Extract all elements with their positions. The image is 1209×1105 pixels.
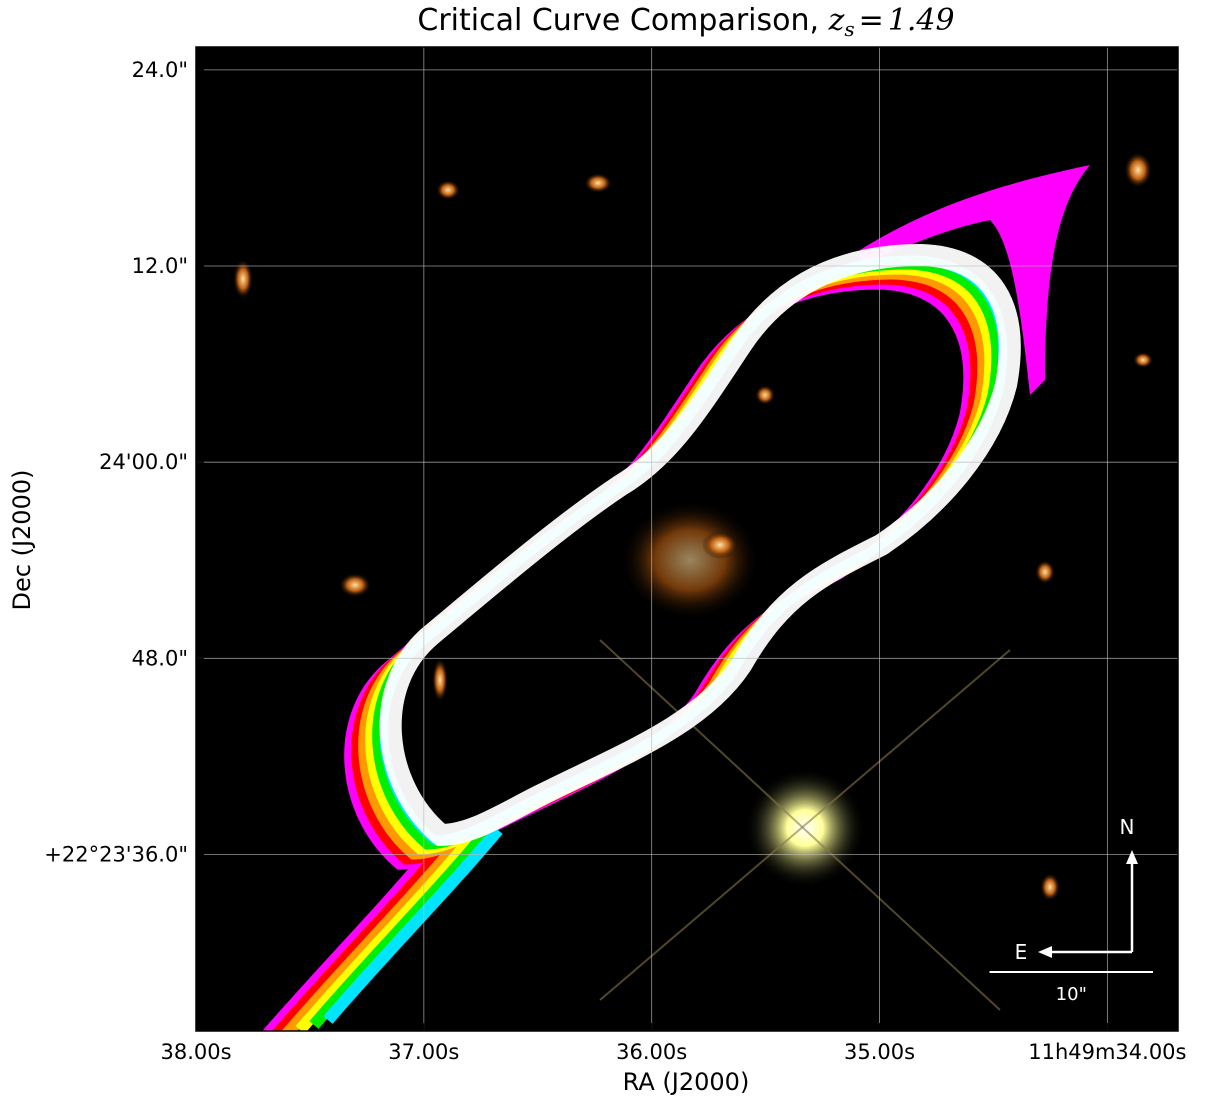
x-tick-label: 38.00s xyxy=(160,1040,231,1064)
x-tick-label: 11h49m34.00s xyxy=(1028,1040,1186,1064)
y-tick-label: 12.0" xyxy=(132,254,188,278)
y-axis-label: Dec (J2000) xyxy=(8,470,36,611)
redshift-relation: = xyxy=(859,3,884,38)
chart-title: Critical Curve Comparison, zs=1.49 xyxy=(417,3,954,41)
compass-east: E xyxy=(1015,940,1028,964)
y-tick-label: 24'00.0" xyxy=(99,450,188,474)
compass-north: N xyxy=(1120,815,1135,839)
x-tick-label: 36.00s xyxy=(616,1040,687,1064)
chart: Critical Curve Comparison, zs=1.49 RA (J… xyxy=(0,0,1209,1101)
y-tick-label: +22°23'36.0" xyxy=(44,842,188,866)
y-tick-label: 24.0" xyxy=(132,58,188,82)
redshift-symbol: z xyxy=(828,3,845,38)
x-axis-label: RA (J2000) xyxy=(623,1068,750,1096)
redshift-subscript: s xyxy=(844,17,854,41)
scale-bar-label: 10" xyxy=(1056,984,1087,1005)
y-tick-label: 48.0" xyxy=(132,646,188,670)
title-text: Critical Curve Comparison, xyxy=(417,3,819,38)
x-tick-label: 35.00s xyxy=(844,1040,915,1064)
x-tick-label: 37.00s xyxy=(388,1040,459,1064)
redshift-value: 1.49 xyxy=(888,3,955,38)
